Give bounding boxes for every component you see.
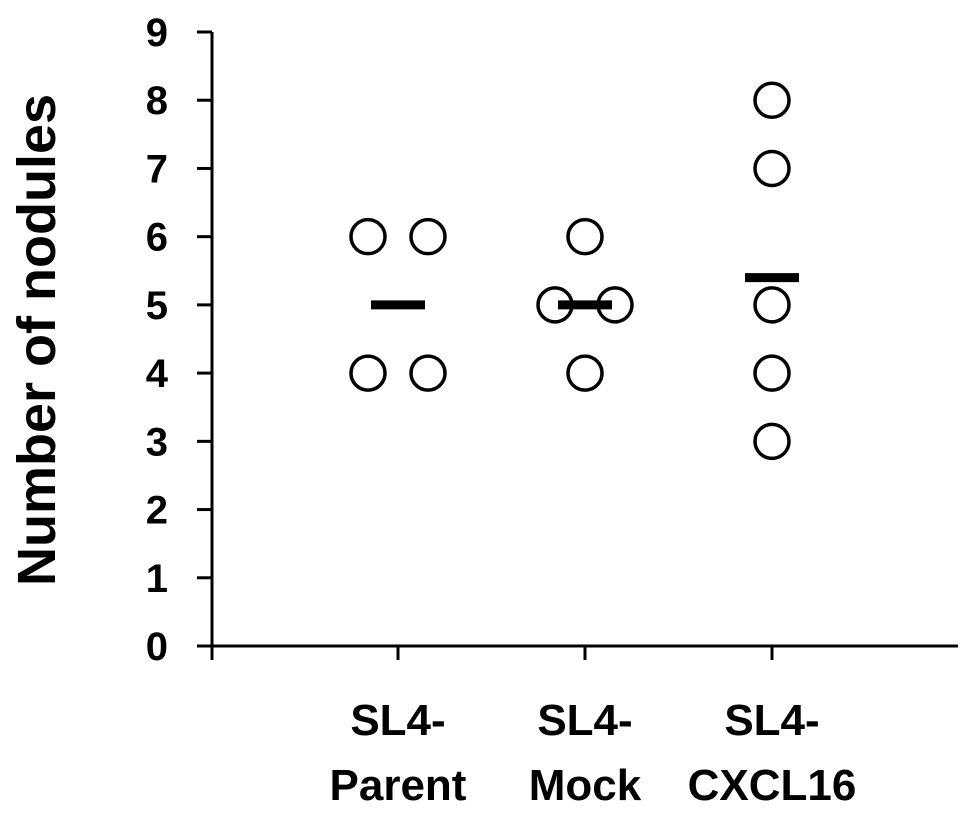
data-point bbox=[409, 354, 447, 392]
data-point bbox=[753, 422, 791, 461]
data-point bbox=[566, 217, 604, 256]
y-tick-label: 3 bbox=[146, 420, 168, 464]
data-point bbox=[349, 217, 387, 256]
data-point bbox=[753, 286, 791, 324]
y-tick-label: 5 bbox=[146, 284, 168, 328]
y-tick-label: 8 bbox=[146, 79, 168, 123]
y-tick-label: 9 bbox=[146, 11, 168, 55]
data-point bbox=[566, 354, 604, 392]
category-label: CXCL16 bbox=[688, 761, 857, 810]
data-point bbox=[753, 81, 791, 119]
data-point bbox=[349, 354, 387, 392]
category-label: Mock bbox=[529, 761, 642, 810]
category-label: SL4- bbox=[537, 696, 632, 745]
y-tick-label: 6 bbox=[146, 216, 168, 260]
y-tick-label: 1 bbox=[146, 557, 168, 601]
category-label: Parent bbox=[330, 761, 467, 810]
y-tick-label: 2 bbox=[146, 489, 168, 533]
category-label: SL4- bbox=[350, 696, 445, 745]
category-label: SL4- bbox=[724, 696, 819, 745]
y-tick-label: 0 bbox=[146, 625, 168, 669]
y-tick-label: 7 bbox=[146, 147, 168, 191]
data-point bbox=[753, 354, 791, 392]
data-point bbox=[753, 149, 791, 188]
y-axis-title: Number of nodules bbox=[7, 94, 67, 586]
data-point bbox=[409, 217, 447, 256]
y-tick-label: 4 bbox=[146, 352, 169, 396]
